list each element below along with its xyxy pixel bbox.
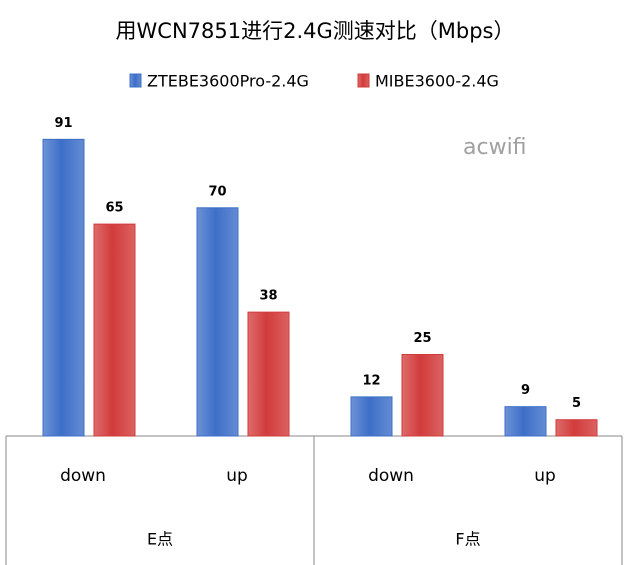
value-label: 38: [259, 289, 277, 304]
group-label: E点: [147, 530, 173, 549]
value-label: 9: [521, 383, 530, 398]
bar: [247, 311, 290, 437]
x-tick-label: down: [368, 466, 414, 486]
bar: [350, 396, 393, 437]
value-label: 12: [362, 373, 380, 388]
group-label: F点: [455, 530, 480, 549]
bar: [196, 207, 239, 437]
x-tick-label: up: [534, 466, 556, 486]
x-tick-label: down: [60, 466, 106, 486]
value-label: 5: [572, 396, 581, 411]
watermark: acwifi: [463, 135, 527, 160]
value-label: 91: [54, 116, 72, 131]
legend-label: MIBE3600-2.4G: [375, 72, 499, 91]
legend-swatch: [129, 73, 142, 88]
chart-title: 用WCN7851进行2.4G测速对比（Mbps）: [116, 19, 515, 43]
legend-swatch: [357, 73, 370, 88]
legend-label: ZTEBE3600Pro-2.4G: [147, 72, 309, 91]
axis-frame: [5, 435, 623, 565]
bar: [42, 138, 85, 437]
bar: [555, 419, 598, 437]
value-label: 65: [105, 201, 123, 216]
x-tick-label: up: [226, 466, 248, 486]
bar: [401, 354, 444, 437]
bar: [93, 223, 136, 437]
value-label: 25: [413, 331, 431, 346]
bar: [504, 406, 547, 437]
value-label: 70: [208, 184, 226, 199]
